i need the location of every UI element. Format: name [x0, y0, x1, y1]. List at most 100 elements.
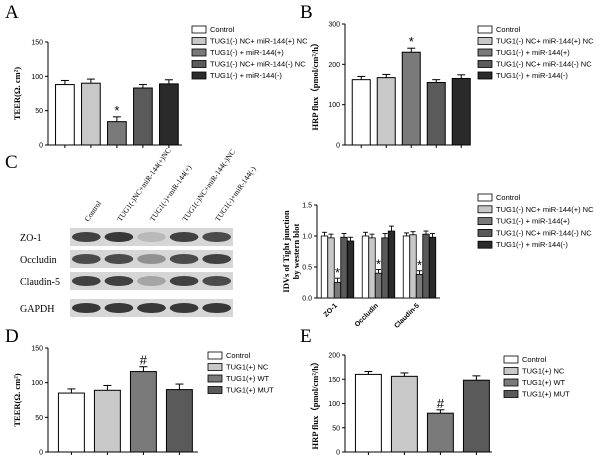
significance-mark: *: [417, 258, 422, 273]
bar: [133, 87, 153, 146]
y-tick-label: 0: [39, 450, 43, 457]
blot-band: [169, 275, 199, 287]
legend-swatch: [503, 355, 519, 364]
panel-A: A 0 50 100 150 TEER(Ω. cm²) * Control TUG1(-) NC…: [5, 2, 308, 150]
legend-entry: TUG1(-) NC+ miR-144(-) NC: [210, 60, 306, 69]
significance-mark: *: [376, 256, 381, 271]
y-tick-label: 150: [31, 346, 43, 353]
blot-band: [137, 275, 166, 287]
bar: [451, 77, 471, 146]
significance-mark: *: [114, 103, 119, 118]
panel-B: B 0 100 200 300 HRP flux（pmol/cm²/h） * Control T…: [300, 2, 594, 150]
bar: [401, 51, 421, 146]
legend-swatch: [477, 60, 493, 68]
legend-entry: TUG1(+) MUT: [522, 390, 570, 399]
legend-entry: Control: [496, 193, 521, 202]
y-tick-label: 0: [336, 143, 340, 150]
legend-entry: TUG1(-) + miR-144(-): [496, 71, 568, 80]
blot-band: [71, 275, 101, 287]
legend-swatch: [477, 228, 493, 237]
x-tick-label: Occludin: [354, 302, 380, 328]
blot-band: [202, 253, 232, 265]
legend-swatch: [191, 25, 207, 34]
legend-entry: TUG1(-) + miR-144(+): [210, 48, 284, 57]
blot-band: [202, 275, 232, 287]
bar: [376, 77, 396, 146]
blot-band: [169, 231, 199, 243]
bar: [426, 412, 454, 453]
y-tick-label: 0: [336, 450, 340, 457]
legend-swatch: [477, 240, 493, 249]
panel-label: E: [300, 326, 312, 347]
significance-mark: *: [409, 34, 414, 49]
legend-swatch: [503, 390, 519, 398]
bar: [107, 121, 127, 146]
panel-label: B: [300, 2, 313, 23]
legend-swatch: [477, 48, 493, 57]
y-tick-label: 300: [328, 22, 340, 29]
blot-band: [71, 253, 101, 265]
y-axis-label: TEER(Ω. cm²): [12, 373, 22, 426]
blot-band: [104, 302, 134, 314]
y-axis-label: HRP flux（pmol/cm²/h）: [310, 357, 320, 449]
blot-band: [71, 302, 101, 314]
x-tick-label: Claudin-5: [393, 302, 421, 330]
bar: [428, 236, 437, 299]
legend-entry: Control: [522, 355, 547, 364]
bar: [415, 274, 424, 299]
y-tick-label: 1.0: [302, 234, 312, 241]
legend-entry: TUG1(-) + miR-144(+): [496, 48, 570, 57]
blot-band: [137, 231, 166, 243]
legend-swatch: [191, 71, 207, 80]
y-tick-label: 150: [31, 40, 43, 47]
bar: [340, 236, 348, 299]
y-tick-label: 0.5: [302, 265, 312, 272]
legend-swatch: [191, 37, 207, 45]
legend-entry: TUG1(-) + miR-144(+): [496, 217, 570, 226]
legend-entry: TUG1(-) NC+ miR-144(+) NC: [496, 37, 594, 46]
legend-swatch: [191, 60, 207, 68]
legend-swatch: [207, 351, 223, 360]
legend-swatch: [503, 378, 519, 387]
legend-swatch: [477, 25, 493, 34]
panel-label: C: [5, 152, 18, 173]
y-axis-label: IDVs of Tight junction: [281, 210, 291, 292]
y-tick-label: 50: [35, 415, 43, 422]
blot-row-label: GAPDH: [20, 304, 54, 315]
panel-C-chart: 0.0 0.5 1.0 1.5 IDVs of Tight junction by wes…: [281, 193, 594, 330]
bar: [361, 235, 370, 299]
blot-band: [202, 302, 232, 314]
legend-entry: TUG1(-) NC+ miR-144(-) NC: [496, 228, 592, 237]
y-tick-label: 50: [35, 108, 43, 115]
blot-band: [104, 231, 134, 243]
blot-band: [137, 302, 166, 314]
y-tick-label: 200: [328, 353, 340, 360]
legend-entry: TUG1(+) NC: [226, 363, 269, 372]
bar: [351, 79, 371, 146]
panel-D: D 0 50 100 150 TEER(Ω. cm²) # Control TUG1(+) NC…: [5, 326, 274, 457]
bar: [320, 235, 329, 299]
y-tick-label: 100: [328, 102, 340, 109]
legend-swatch: [477, 71, 493, 80]
bar: [346, 240, 355, 299]
significance-mark: #: [140, 353, 148, 368]
blot-band: [202, 231, 232, 243]
y-tick-label: 0: [39, 143, 43, 150]
bar: [462, 379, 490, 453]
bar: [387, 230, 396, 299]
lane-label: TUG1(-)NC+miR-144(+)NC: [115, 146, 173, 223]
blot-row-label: Claudin-5: [20, 277, 60, 288]
panel-label: A: [5, 2, 19, 23]
legend-entry: TUG1(+) WT: [522, 378, 566, 387]
legend-entry: TUG1(-) NC+ miR-144(+) NC: [210, 37, 308, 46]
y-tick-label: 100: [31, 74, 43, 81]
legend-swatch: [477, 217, 493, 226]
blot-row-label: Occludin: [20, 255, 57, 266]
bar: [333, 282, 342, 299]
bar: [381, 237, 389, 299]
bar: [390, 375, 418, 453]
legend-swatch: [503, 367, 519, 375]
legend-entry: TUG1(+) NC: [522, 367, 565, 376]
